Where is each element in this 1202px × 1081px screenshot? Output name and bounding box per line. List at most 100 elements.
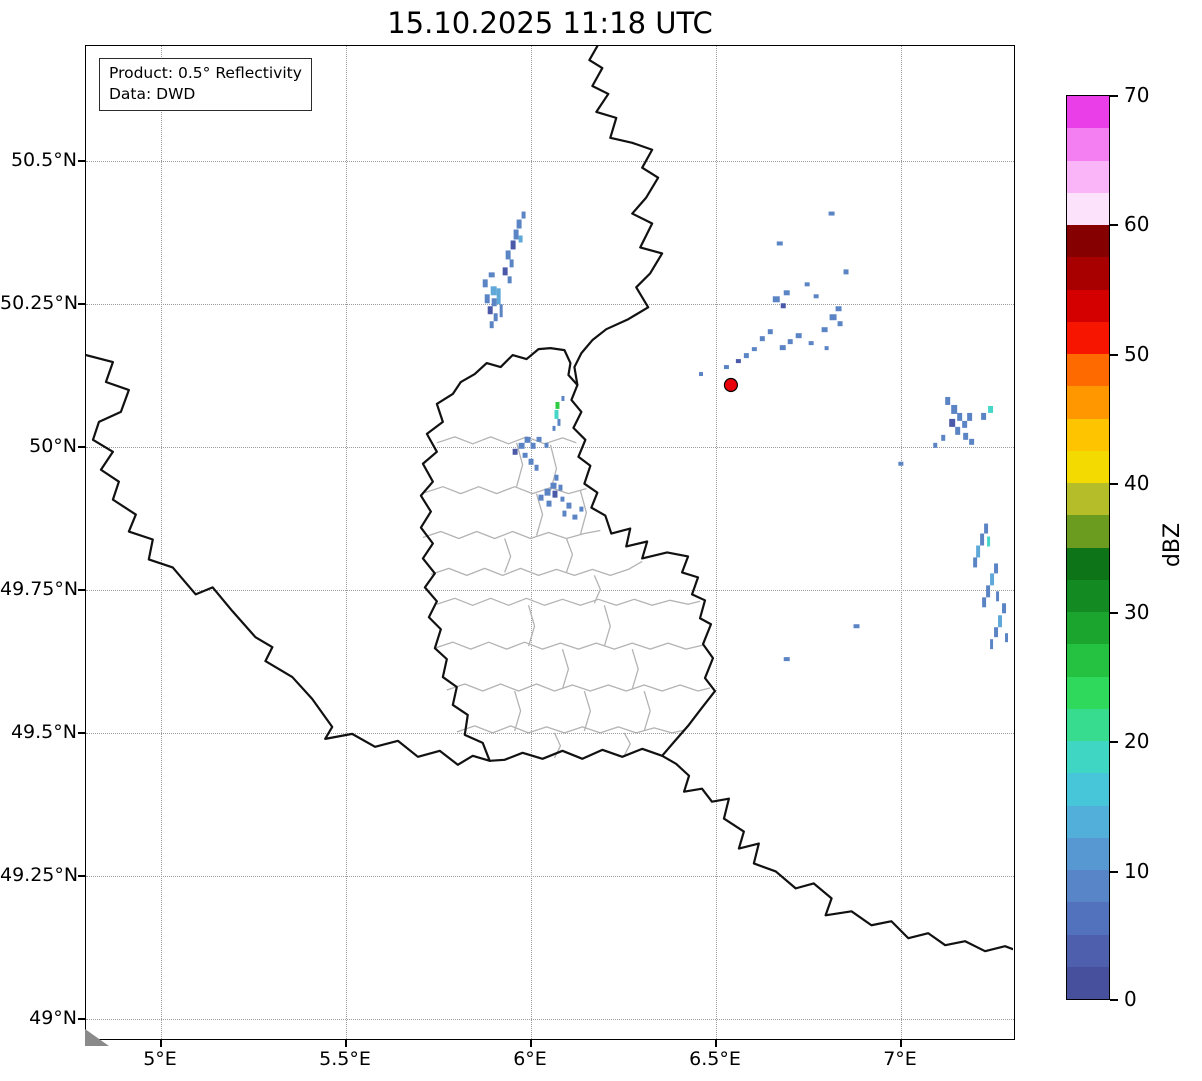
gridline-49-75n	[86, 590, 1014, 591]
y-tick-label: 50.5°N	[10, 149, 77, 171]
colorbar-segment	[1067, 902, 1109, 935]
colorbar-tick-30	[1110, 612, 1118, 614]
radar-echo-cell	[512, 448, 518, 455]
colorbar-segment	[1067, 612, 1109, 645]
radar-echo-cell	[1005, 633, 1009, 643]
y-tick-label: 50.25°N	[0, 292, 79, 314]
radar-echo-cell	[988, 405, 994, 413]
radar-echo-cell	[767, 329, 773, 335]
radar-echo-cell	[813, 294, 819, 299]
radar-echo-cell	[804, 282, 810, 287]
x-tick-label: 7°E	[883, 1048, 917, 1070]
y-tick-50n	[78, 446, 85, 448]
radar-echo-cell	[967, 412, 973, 421]
colorbar-segment	[1067, 192, 1109, 225]
radar-echo-cell	[510, 240, 516, 250]
colorbar-segment	[1067, 354, 1109, 387]
colorbar-tick-label: 40	[1124, 471, 1150, 495]
y-tick-label: 49.75°N	[0, 578, 79, 600]
radar-echo-cell	[499, 304, 503, 318]
radar-echo-cell	[487, 306, 493, 315]
radar-echo-cell	[484, 294, 490, 304]
colorbar-segment	[1067, 547, 1109, 580]
colorbar-segment	[1067, 418, 1109, 451]
colorbar-segment	[1067, 128, 1109, 161]
colorbar-segment	[1067, 805, 1109, 838]
radar-site-marker-layer	[723, 377, 738, 393]
radar-echo-cell	[998, 615, 1003, 628]
radar-echo-cell	[821, 327, 828, 333]
radar-echo-cell	[546, 500, 552, 507]
radar-echo-cell	[951, 404, 958, 414]
radar-echo-cell	[933, 442, 938, 448]
colorbar-tick-label: 30	[1124, 600, 1150, 624]
info-box: Product: 0.5° Reflectivity Data: DWD	[99, 58, 312, 111]
radar-echo-cell	[829, 314, 837, 321]
radar-echo-cell	[579, 506, 584, 512]
radar-echo-cell	[984, 523, 989, 534]
canton-borders	[422, 436, 711, 759]
radar-echo-cell	[735, 359, 741, 364]
radar-echo-cell	[561, 395, 565, 401]
radar-echo-cell	[536, 436, 542, 442]
radar-echo-cell	[518, 235, 523, 243]
radar-echo-cell	[780, 303, 786, 309]
x-tick-label: 6°E	[513, 1048, 547, 1070]
radar-echo-cell	[824, 346, 829, 351]
radar-echo-cell	[1002, 603, 1007, 614]
colorbar-axis-label: dBZ	[1160, 522, 1185, 568]
radar-echo-cell	[482, 279, 488, 288]
colorbar-segment	[1067, 579, 1109, 612]
border-belgium-germany	[573, 46, 664, 387]
colorbar-tick-40	[1110, 483, 1118, 485]
radar-echo-cell	[544, 488, 551, 496]
radar-echo-cell	[552, 490, 558, 498]
radar-echo-cell	[969, 438, 975, 445]
y-tick-50-25n	[78, 303, 85, 305]
border-france-germany	[661, 754, 1013, 953]
colorbar-tick-50	[1110, 354, 1118, 356]
radar-echo-cell	[557, 418, 561, 426]
radar-echo-cell	[980, 533, 985, 546]
radar-echo-cell	[853, 624, 860, 629]
radar-echo-cell	[491, 298, 497, 307]
radar-echo-cell	[990, 639, 994, 650]
gridline-49-25n	[86, 876, 1014, 877]
map-canvas	[86, 46, 1013, 953]
plot-title: 15.10.2025 11:18 UTC	[387, 6, 713, 40]
x-tick-label: 5°E	[143, 1048, 177, 1070]
radar-echo-cell	[795, 333, 802, 339]
radar-echo-cell	[808, 341, 814, 346]
radar-echo-cell	[982, 597, 987, 608]
x-tick-5e	[160, 1040, 162, 1047]
colorbar-tick-label: 60	[1124, 212, 1150, 236]
colorbar-tick-label: 20	[1124, 729, 1150, 753]
radar-echo-cell	[976, 545, 981, 558]
gridline-50n	[86, 447, 1014, 448]
radar-echo-cell	[554, 474, 559, 481]
radar-echo-cell	[490, 286, 497, 296]
gridline-50-5n	[86, 161, 1014, 162]
radar-echo-cell	[554, 409, 559, 419]
y-tick-49-5n	[78, 732, 85, 734]
radar-echo-cell	[534, 464, 539, 471]
radar-echo-cell	[566, 502, 572, 509]
radar-echo-cell	[522, 452, 528, 458]
colorbar-tick-60	[1110, 224, 1118, 226]
gridline-6-5e	[716, 46, 717, 1039]
radar-echo-cell	[699, 372, 704, 377]
y-tick-49-75n	[78, 589, 85, 591]
colorbar-tick-20	[1110, 741, 1118, 743]
radar-echo-cell	[994, 563, 999, 574]
radar-echo-cell	[996, 591, 1000, 602]
radar-echo-cell	[973, 557, 978, 568]
radar-echo-cell	[572, 514, 578, 520]
radar-echo-cell	[562, 510, 567, 517]
radar-echo-cell	[828, 211, 835, 216]
x-tick-6e	[530, 1040, 532, 1047]
colorbar-tick-70	[1110, 95, 1118, 97]
radar-echo-cell	[898, 461, 904, 466]
colorbar-segment	[1067, 676, 1109, 709]
radar-echo-cell	[779, 345, 786, 351]
radar-echo-cell	[538, 494, 544, 501]
